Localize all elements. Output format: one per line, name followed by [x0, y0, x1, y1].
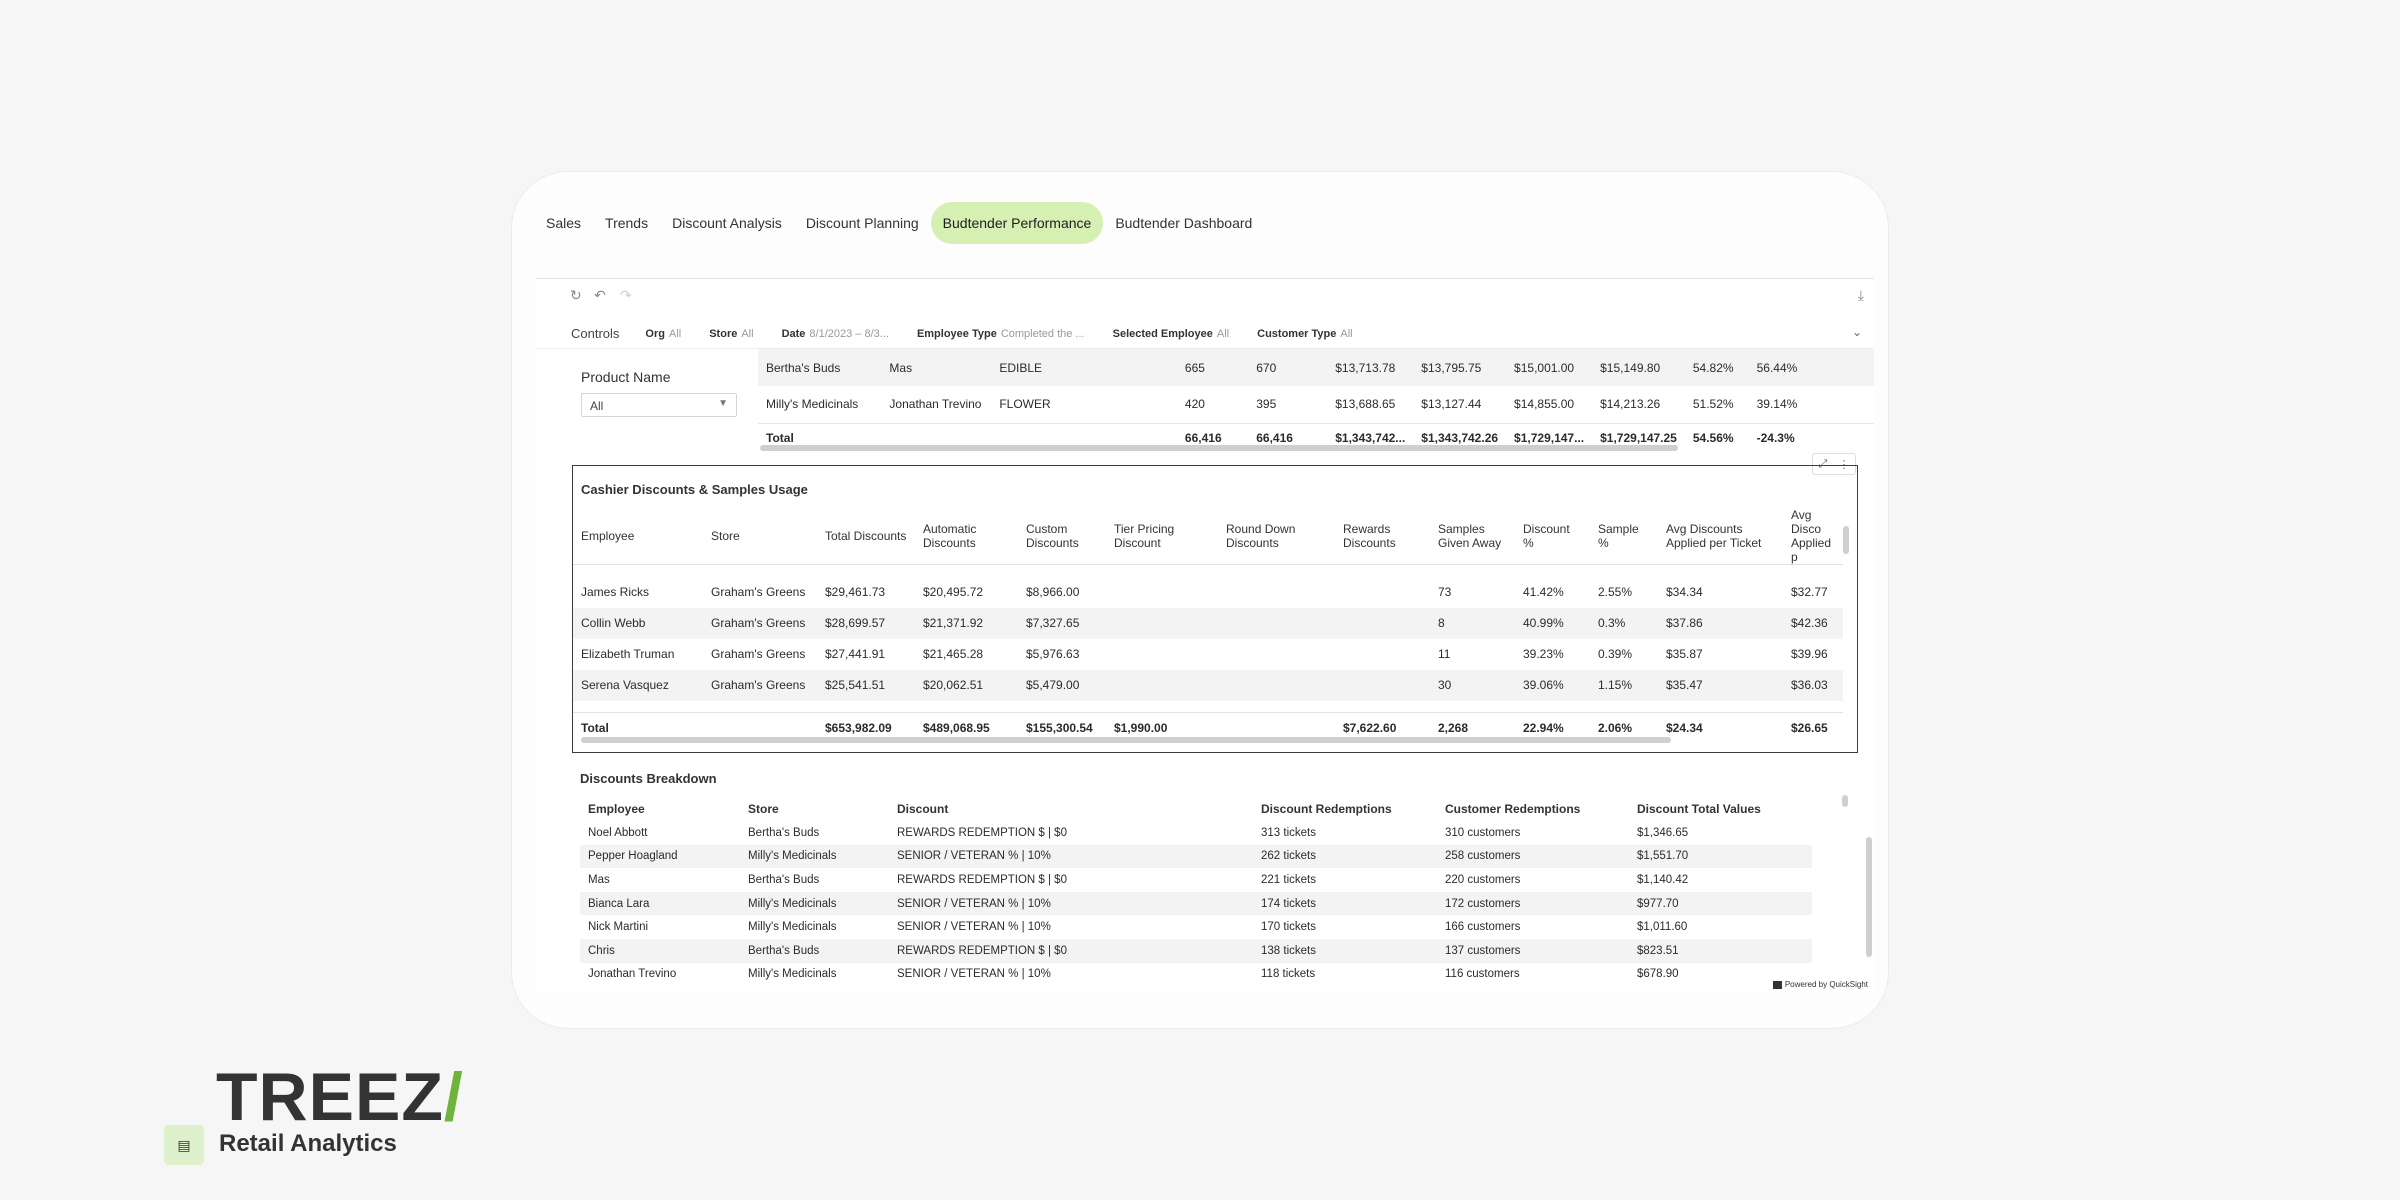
panel-vscroll[interactable] — [1866, 837, 1872, 957]
controls-title: Controls — [571, 326, 620, 341]
breakdown-table-vscroll[interactable] — [1842, 795, 1848, 807]
breakdown-table: Employee Store Discount Discount Redemption… — [580, 797, 1812, 986]
download-icon[interactable]: ⤓ — [1857, 287, 1864, 303]
top-table-scrollbar[interactable] — [760, 445, 1678, 451]
tab-budtender-performance[interactable]: Budtender Performance — [930, 202, 1104, 244]
product-name-filter: Product Name All ▼ — [581, 369, 737, 417]
caret-down-icon: ▼ — [718, 398, 728, 409]
table-row: Bianca Lara Milly's Medicinals SENIOR / VE… — [580, 891, 1812, 916]
table-row: Nick Martini Milly's Medicinals SENIOR / V… — [588, 921, 1688, 934]
cashier-title: Cashier Discounts & Samples Usage — [581, 482, 808, 497]
chevron-down-icon[interactable]: ⌄ — [1851, 325, 1862, 339]
table-header-row: Employee Store Discount Discount Redemption… — [588, 802, 1761, 816]
breakdown-title: Discounts Breakdown — [580, 771, 717, 786]
table-row: James Ricks Graham's Greens $29,461.73 $20,… — [581, 585, 1828, 599]
cashier-table: Employee Store Total Discounts Automatic Di… — [573, 508, 1843, 743]
treez-logo: TREEZ/ — [216, 1059, 464, 1135]
table-row: Jonathan Trevino Milly's Medicinals SENIOR… — [588, 968, 1679, 981]
control-org[interactable]: Org All — [645, 327, 682, 340]
control-customer-type[interactable]: Customer Type All — [1257, 327, 1353, 340]
table-row — [573, 701, 1843, 713]
tab-trends[interactable]: Trends — [605, 215, 649, 231]
controls-bar[interactable]: Controls Org All Store All Date 8/1/2023 – … — [536, 319, 1874, 349]
product-name-select[interactable]: All ▼ — [581, 393, 737, 417]
cashier-table-scrollbar[interactable] — [581, 737, 1671, 743]
table-row: Collin Webb Graham's Greens $28,699.57 $21,… — [573, 607, 1843, 639]
visual-menu: ⤢ ⋮ — [1812, 453, 1856, 475]
analytics-icon: ▤ — [164, 1125, 204, 1165]
table-row: Pepper Hoagland Milly's Medicinals SENIOR … — [580, 844, 1812, 869]
cashier-table-vscroll[interactable] — [1843, 526, 1849, 554]
table-header-row: Employee Store Total Discounts Automatic Di… — [573, 508, 1843, 565]
tab-discount-analysis[interactable]: Discount Analysis — [672, 215, 782, 231]
redo-icon[interactable]: ↷ — [620, 287, 632, 303]
quicksight-panel: ↻ ↶ ↷ ⤓ Controls Org All Store All Date 8/1… — [536, 278, 1874, 992]
more-options-icon[interactable]: ⋮ — [1838, 458, 1850, 471]
tab-budtender-dashboard[interactable]: Budtender Dashboard — [1115, 215, 1253, 231]
table-row: Elizabeth Truman Graham's Greens $27,441.9… — [581, 647, 1828, 661]
product-name-label: Product Name — [581, 369, 671, 385]
table-row: Mas Bertha's Buds REWARDS REDEMPTION $ | $… — [588, 873, 1689, 886]
table-row — [573, 565, 1843, 577]
top-table: Bertha's Buds Mas EDIBLE 665 670 $13,713.78 $1… — [758, 349, 1874, 453]
table-row: Noel Abbott Bertha's Buds REWARDS REDEMPTI… — [588, 826, 1689, 839]
control-employee-type[interactable]: Employee Type Completed the ... — [916, 327, 1085, 340]
tab-discount-planning[interactable]: Discount Planning — [805, 215, 919, 231]
expand-icon[interactable]: ⤢ — [1818, 457, 1828, 470]
tab-bar: Sales Trends Discount Analysis Discount … — [534, 202, 1264, 244]
undo-icon[interactable]: ↶ — [594, 287, 606, 303]
control-selected-employee[interactable]: Selected Employee All — [1112, 327, 1230, 340]
quicksight-icon — [1772, 980, 1782, 989]
retail-analytics-label: Retail Analytics — [219, 1130, 397, 1157]
powered-by: Powered by QuickSight — [1772, 980, 1868, 989]
table-row: Serena Vasquez Graham's Greens $25,541.51 $… — [573, 669, 1843, 701]
table-row: Chris Bertha's Buds REWARDS REDEMPTION $ |… — [580, 938, 1812, 963]
table-row: Bertha's Buds Mas EDIBLE 665 670 $13,713.78 $1… — [758, 349, 1874, 386]
control-store[interactable]: Store All — [709, 327, 754, 340]
table-row: Milly's Medicinals Jonathan Trevino FLOWER… — [766, 397, 1798, 412]
reset-icon[interactable]: ↻ — [570, 287, 582, 303]
control-date[interactable]: Date 8/1/2023 – 8/3... — [781, 327, 889, 340]
cashier-discounts-visual: Cashier Discounts & Samples Usage Employ… — [572, 465, 1858, 753]
tab-sales[interactable]: Sales — [546, 215, 582, 231]
